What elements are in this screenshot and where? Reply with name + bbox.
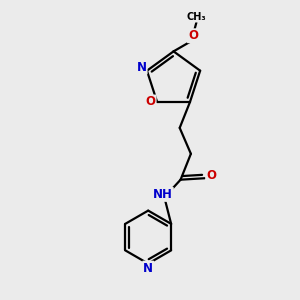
Text: NH: NH <box>153 188 173 201</box>
Text: CH₃: CH₃ <box>187 12 206 22</box>
Text: N: N <box>143 262 153 275</box>
Text: O: O <box>206 169 216 182</box>
Text: N: N <box>137 61 147 74</box>
Text: O: O <box>146 95 156 109</box>
Text: O: O <box>188 29 198 42</box>
